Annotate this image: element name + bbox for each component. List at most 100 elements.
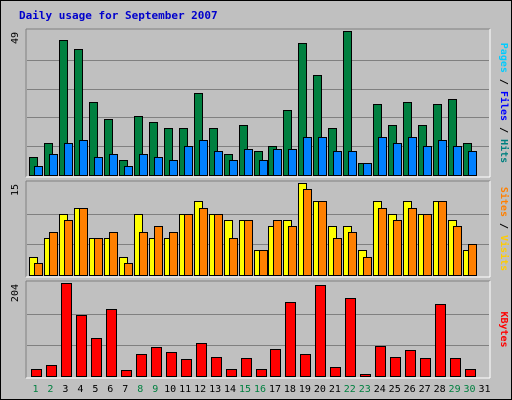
bar-hits-hits-day-22: [343, 31, 352, 176]
bar-visits-sites-day-17: [273, 220, 282, 276]
x-tick-label-day-26: 26: [404, 384, 416, 395]
bar-visits-sites-day-6: [109, 232, 118, 276]
x-tick-label-day-31: 31: [478, 384, 490, 395]
x-tick-label-day-22: 22: [344, 384, 356, 395]
x-tick-label-day-8: 8: [137, 384, 143, 395]
x-tick-label-day-4: 4: [77, 384, 83, 395]
bar-kbytes-kbytes-day-6: [106, 309, 117, 377]
bar-visits-sites-day-29: [453, 226, 462, 276]
bar-visits-sites-day-30: [468, 244, 477, 276]
x-tick-label-day-30: 30: [464, 384, 476, 395]
bar-hits-files-day-25: [393, 143, 402, 176]
series-label-part: Visits: [498, 235, 510, 271]
bar-hits-files-day-18: [288, 149, 297, 176]
bar-kbytes-kbytes-day-9: [151, 347, 162, 377]
x-tick-label-day-9: 9: [152, 384, 158, 395]
bar-hits-files-day-26: [408, 137, 417, 176]
x-tick-label-day-6: 6: [107, 384, 113, 395]
bar-kbytes-kbytes-day-22: [345, 298, 356, 377]
bar-hits-files-day-13: [214, 151, 223, 176]
bar-hits-files-day-20: [318, 137, 327, 176]
series-label-part: KBytes: [498, 311, 509, 347]
bar-kbytes-kbytes-day-7: [121, 370, 132, 377]
x-tick-label-day-1: 1: [32, 384, 38, 395]
bar-hits-files-day-24: [378, 137, 387, 176]
bar-hits-hits-day-20: [313, 75, 322, 176]
bar-visits-sites-day-24: [378, 208, 387, 276]
x-tick-label-day-17: 17: [269, 384, 281, 395]
series-label-part: Hits: [498, 139, 510, 163]
bar-kbytes-kbytes-day-20: [315, 285, 326, 377]
bar-visits-sites-day-5: [94, 238, 103, 276]
bar-hits-files-day-16: [259, 160, 268, 176]
bar-visits-sites-day-11: [184, 214, 193, 276]
series-label-part: Sites: [498, 187, 510, 217]
bar-hits-files-day-27: [423, 146, 432, 176]
bar-visits-sites-day-10: [169, 232, 178, 276]
bar-hits-hits-day-3: [59, 40, 68, 176]
bar-visits-sites-day-2: [49, 232, 58, 276]
x-tick-label-day-12: 12: [194, 384, 206, 395]
bar-hits-files-day-11: [184, 146, 193, 176]
bar-visits-sites-day-15: [244, 220, 253, 276]
bar-visits-sites-day-26: [408, 208, 417, 276]
bar-kbytes-kbytes-day-23: [360, 374, 371, 377]
bar-hits-files-day-6: [109, 154, 118, 176]
bar-hits-files-day-8: [139, 154, 148, 176]
bar-kbytes-kbytes-day-29: [450, 358, 461, 377]
y-max-label-hits: 49: [10, 32, 21, 44]
x-tick-label-day-10: 10: [164, 384, 176, 395]
series-label-part: /: [498, 217, 509, 235]
bar-hits-files-day-29: [453, 146, 462, 176]
bar-hits-hits-day-4: [74, 49, 83, 176]
bar-kbytes-kbytes-day-30: [465, 369, 476, 377]
series-label-part: Files: [498, 91, 510, 121]
series-label-visits: Sites / Visits: [498, 187, 510, 271]
bar-kbytes-kbytes-day-19: [300, 354, 311, 377]
x-tick-label-day-13: 13: [209, 384, 221, 395]
series-label-kbytes: KBytes: [498, 311, 509, 347]
bar-kbytes-kbytes-day-18: [285, 302, 296, 377]
x-tick-label-day-20: 20: [314, 384, 326, 395]
bar-visits-sites-day-21: [333, 238, 342, 276]
bar-kbytes-kbytes-day-2: [46, 365, 57, 377]
bar-kbytes-kbytes-day-11: [181, 359, 192, 377]
bar-kbytes-kbytes-day-24: [375, 346, 386, 377]
bar-hits-files-day-4: [79, 140, 88, 176]
bar-kbytes-kbytes-day-14: [226, 369, 237, 377]
bar-hits-files-day-9: [154, 157, 163, 176]
bar-hits-hits-day-5: [89, 102, 98, 176]
bar-visits-sites-day-23: [363, 257, 372, 276]
bar-hits-hits-day-10: [164, 128, 173, 176]
x-tick-label-day-11: 11: [179, 384, 191, 395]
bar-visits-sites-day-1: [34, 263, 43, 276]
bar-kbytes-kbytes-day-27: [420, 358, 431, 377]
chart-title: Daily usage for September 2007: [19, 9, 218, 22]
bar-visits-sites-day-7: [124, 263, 133, 276]
bar-hits-files-day-22: [348, 151, 357, 176]
series-label-hits: Pages / Files / Hits: [498, 43, 510, 163]
bar-visits-sites-day-9: [154, 226, 163, 276]
bar-visits-sites-day-19: [303, 189, 312, 276]
series-label-part: Pages: [498, 43, 509, 73]
bar-kbytes-kbytes-day-8: [136, 354, 147, 377]
bar-visits-sites-day-16: [259, 250, 268, 276]
bar-kbytes-kbytes-day-5: [91, 338, 102, 377]
bar-hits-files-day-2: [49, 154, 58, 176]
x-tick-label-day-27: 27: [419, 384, 431, 395]
bar-hits-hits-day-18: [283, 110, 292, 176]
x-tick-label-day-18: 18: [284, 384, 296, 395]
bar-visits-sites-day-14: [229, 238, 238, 276]
series-label-part: /: [498, 73, 509, 91]
bar-visits-sites-day-8: [139, 232, 148, 276]
x-tick-label-day-21: 21: [329, 384, 341, 395]
y-max-label-kbytes: 204: [10, 284, 21, 302]
x-tick-label-day-3: 3: [62, 384, 68, 395]
x-tick-label-day-24: 24: [374, 384, 386, 395]
bar-hits-hits-day-6: [104, 119, 113, 176]
bar-visits-sites-day-3: [64, 220, 73, 276]
bar-hits-files-day-7: [124, 166, 133, 176]
x-tick-label-day-16: 16: [254, 384, 266, 395]
bar-kbytes-kbytes-day-25: [390, 357, 401, 377]
